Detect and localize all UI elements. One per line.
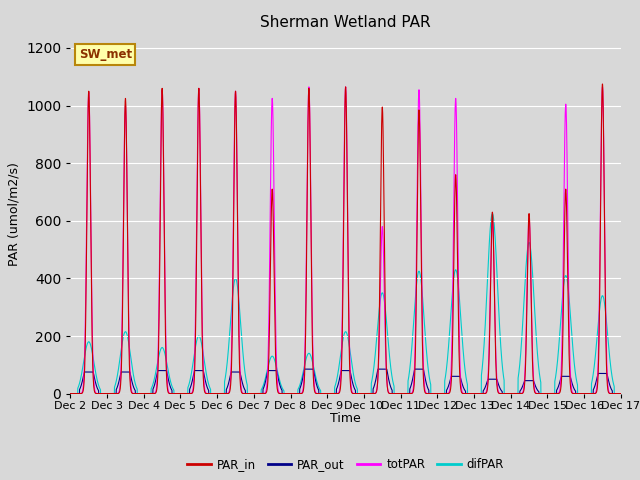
X-axis label: Time: Time bbox=[330, 412, 361, 425]
Y-axis label: PAR (umol/m2/s): PAR (umol/m2/s) bbox=[8, 162, 20, 265]
Title: Sherman Wetland PAR: Sherman Wetland PAR bbox=[260, 15, 431, 30]
Text: SW_met: SW_met bbox=[79, 48, 132, 61]
Legend: PAR_in, PAR_out, totPAR, difPAR: PAR_in, PAR_out, totPAR, difPAR bbox=[182, 454, 509, 476]
